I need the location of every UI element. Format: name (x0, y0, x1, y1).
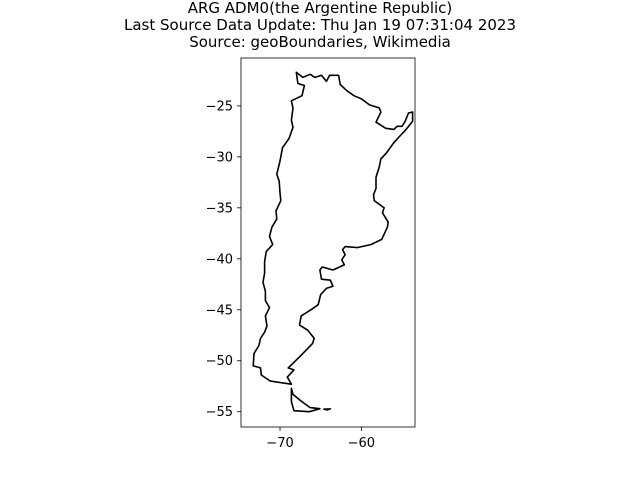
x-tick-label: −60 (348, 436, 375, 451)
x-tick-label: −70 (266, 436, 293, 451)
y-tick-label: −30 (206, 150, 233, 165)
y-tick-label: −55 (206, 405, 233, 420)
y-tick-label: −25 (206, 99, 233, 114)
y-axis: −25 −30 −35 −40 −45 −50 −55 (206, 99, 241, 420)
staten-island-outline (323, 408, 332, 411)
mainland-outline (252, 71, 414, 385)
x-axis: −70 −60 (266, 427, 375, 451)
y-tick-label: −40 (206, 252, 233, 267)
y-tick-label: −50 (206, 354, 233, 369)
y-tick-label: −35 (206, 201, 233, 216)
title-line-2: Last Source Data Update: Thu Jan 19 07:3… (123, 16, 517, 34)
title-line-3: Source: geoBoundaries, Wikimedia (189, 33, 451, 51)
map-title: ARG ADM0(the Argentine Republic) Last So… (0, 0, 640, 51)
tierra-del-fuego-outline (290, 387, 321, 413)
title-line-1: ARG ADM0(the Argentine Republic) (187, 0, 453, 17)
axes-frame (240, 57, 416, 428)
y-tick-label: −45 (206, 303, 233, 318)
outline-layer (252, 71, 414, 413)
